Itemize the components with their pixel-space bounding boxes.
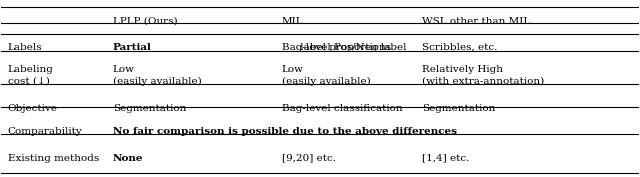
Text: WSL other than MIL: WSL other than MIL	[422, 17, 530, 26]
Text: Labels: Labels	[8, 43, 42, 52]
Text: Bag-level Pos/Neg label: Bag-level Pos/Neg label	[282, 43, 406, 52]
Text: Labeling
cost (↓): Labeling cost (↓)	[8, 65, 54, 85]
Text: Objective: Objective	[8, 104, 58, 113]
Text: No fair comparison is possible due to the above differences: No fair comparison is possible due to th…	[113, 127, 457, 136]
Text: Bag-level classification: Bag-level classification	[282, 104, 403, 113]
Text: label proportions: label proportions	[297, 43, 391, 52]
Text: MIL: MIL	[282, 17, 303, 26]
Text: Segmentation: Segmentation	[422, 104, 495, 113]
Text: None: None	[113, 154, 143, 163]
Text: [1,4] etc.: [1,4] etc.	[422, 154, 469, 163]
Text: Partial: Partial	[113, 43, 152, 52]
Text: Low
(easily available): Low (easily available)	[113, 65, 202, 85]
Text: [9,20] etc.: [9,20] etc.	[282, 154, 336, 163]
Text: Low
(easily available): Low (easily available)	[282, 65, 371, 85]
Text: LPLP (Ours): LPLP (Ours)	[113, 17, 177, 26]
Text: Scribbles, etc.: Scribbles, etc.	[422, 43, 497, 52]
Text: Comparability: Comparability	[8, 127, 83, 136]
Text: Relatively High
(with extra-annotation): Relatively High (with extra-annotation)	[422, 65, 544, 85]
Text: Segmentation: Segmentation	[113, 104, 186, 113]
Text: Existing methods: Existing methods	[8, 154, 99, 163]
